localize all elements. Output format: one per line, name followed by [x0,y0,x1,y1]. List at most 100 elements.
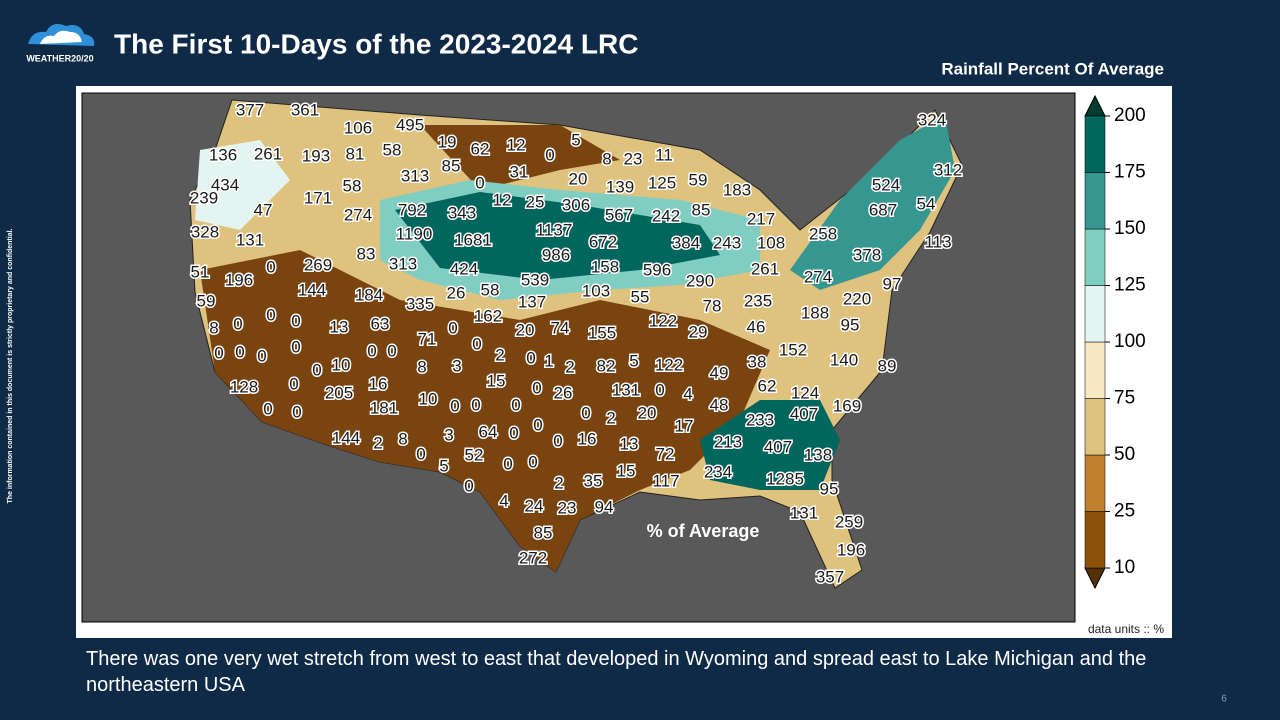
station-label: 113 [924,232,951,251]
station-label: 11 [655,145,673,164]
station-label: 539 [521,270,549,289]
colorbar-tick-label: 25 [1114,501,1135,522]
colorbar-segment [1084,285,1106,343]
colorbar-tick-label: 50 [1114,444,1135,465]
map-subtitle: Rainfall Percent Of Average [941,59,1164,78]
station-label: 85 [534,523,553,542]
station-label: 95 [820,479,839,498]
station-label: 31 [510,162,529,181]
station-label: 272 [519,548,547,567]
station-label: 62 [758,376,777,395]
station-label: 89 [878,356,897,375]
station-label: 524 [872,175,900,194]
station-label: 205 [325,383,353,402]
station-label: 25 [526,192,545,211]
colorbar-segment [1084,172,1106,230]
station-label: 122 [649,311,677,330]
station-label: 313 [401,166,429,185]
station-label: 184 [355,285,383,304]
station-label: 4 [499,491,508,510]
station-label: 2 [554,473,563,492]
station-label: 72 [656,444,675,463]
station-label: 162 [474,306,502,325]
station-label: 8 [398,429,407,448]
station-label: 49 [710,363,729,382]
station-label: 0 [312,360,321,379]
station-label: 0 [416,444,425,463]
station-label: 19 [438,132,457,151]
station-label: 0 [509,423,518,442]
station-label: 986 [542,245,570,264]
station-label: 596 [643,260,671,279]
station-label: 0 [655,380,664,399]
station-label: 15 [487,371,506,390]
station-label: 2 [606,408,615,427]
station-label: 217 [747,209,775,228]
station-label: 183 [723,180,751,199]
station-label: 117 [652,471,679,490]
colorbar: 10 25 50 75 100 125 150 175 200 [1084,105,1146,578]
station-label: 1285 [766,469,804,488]
station-label: 23 [558,498,577,517]
station-label: 1190 [396,224,433,243]
station-label: 357 [816,567,844,586]
station-label: 94 [595,497,614,516]
colorbar-tick-label: 75 [1114,388,1135,409]
station-label: 0 [291,311,300,330]
station-label: 131 [612,380,640,399]
station-label: 261 [751,259,779,278]
station-label: 10 [332,355,351,374]
station-label: 196 [225,270,253,289]
station-label: 407 [790,404,818,423]
station-label: 3 [452,356,461,375]
station-label: 193 [302,146,330,165]
station-label: 10 [419,389,438,408]
station-label: 64 [479,422,498,441]
dry-southwest [200,250,770,572]
station-label: 0 [471,395,480,414]
station-label: 188 [801,303,829,322]
station-label: 0 [528,452,537,471]
station-label: 138 [804,445,832,464]
station-label: 328 [191,222,219,241]
station-label: 378 [853,245,881,264]
station-label: 312 [934,160,962,179]
station-label: 58 [343,176,362,195]
station-label: 26 [447,283,466,302]
wet-band-core [395,192,720,280]
station-label: 23 [624,149,643,168]
station-label: 0 [526,348,535,367]
station-label: 274 [804,267,832,286]
station-label: 0 [464,476,473,495]
station-label: 2 [495,345,504,364]
wet-northwest [195,140,290,230]
station-label: 0 [511,395,520,414]
station-label: 81 [346,144,365,163]
station-label: 47 [254,200,273,219]
colorbar-segment [1084,115,1106,173]
station-label: 1 [544,351,553,370]
station-label: 2 [565,357,574,376]
station-label: 5 [629,351,638,370]
colorbar-tick-label: 100 [1114,331,1146,352]
station-label: 335 [406,294,434,313]
station-label: 384 [672,233,700,252]
station-label: 361 [291,100,319,119]
station-label: 137 [518,292,546,311]
overlay-label: % of Average [647,521,760,541]
station-label: 59 [197,291,216,310]
station-label: 85 [442,156,461,175]
units-note: data units :: % [1088,622,1164,636]
station-label: 136 [209,145,237,164]
station-label: 128 [230,377,258,396]
caption-box: There was one very wet stretch from west… [86,648,1146,696]
slide-title: The First 10-Days of the 2023-2024 LRC [114,28,638,59]
station-label: 2 [373,433,382,452]
station-label: 567 [605,205,633,224]
station-label: 258 [809,224,837,243]
station-label: 0 [450,396,459,415]
station-label: 672 [589,232,617,251]
station-label: 140 [830,350,858,369]
